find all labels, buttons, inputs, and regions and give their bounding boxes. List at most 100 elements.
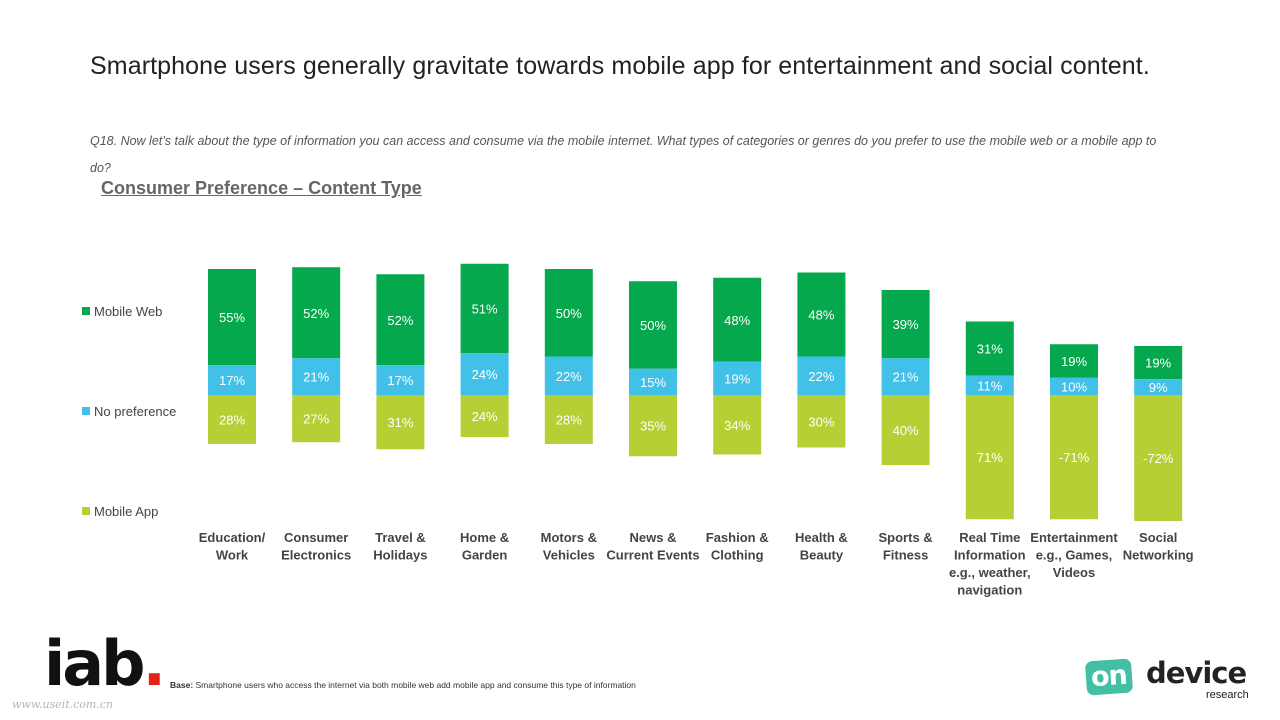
bar-mobile-web <box>460 263 509 353</box>
bar-mobile-app <box>460 395 509 437</box>
bar-mobile-app <box>1134 395 1183 521</box>
category-label: Health & <box>795 530 848 545</box>
category-label: Fitness <box>883 548 929 563</box>
bar-mobile-web-label: 51% <box>472 301 498 316</box>
category-label: Clothing <box>711 548 764 563</box>
bar-mobile-web-label: 55% <box>219 310 245 325</box>
bar-mobile-app <box>881 395 930 465</box>
ondevice-logo-badge: on <box>1084 658 1133 696</box>
category-label: News & <box>630 530 677 545</box>
bar-mobile-app <box>713 395 762 455</box>
chart-title: Consumer Preference – Content Type <box>101 178 422 198</box>
bar-no-preference <box>292 358 341 395</box>
bar-mobile-app <box>965 395 1014 520</box>
bar-mobile-app-label: 34% <box>724 418 750 433</box>
bar-no-preference <box>965 375 1014 395</box>
bar-no-preference-label: 17% <box>219 373 245 388</box>
bar-no-preference <box>208 365 256 395</box>
legend-label: Mobile App <box>94 504 158 519</box>
category-label: Electronics <box>281 548 351 563</box>
bar-mobile-web-label: 48% <box>724 313 750 328</box>
bar-no-preference <box>881 358 930 395</box>
bar-mobile-app <box>292 395 341 443</box>
bar-no-preference <box>629 368 677 395</box>
bar-mobile-web-label: 39% <box>893 317 919 332</box>
legend-label: Mobile Web <box>94 304 162 319</box>
legend-swatch <box>82 507 90 515</box>
base-note: Base: Smartphone users who access the in… <box>170 680 636 690</box>
watermark: www.useit.com.cn <box>12 698 114 711</box>
bar-mobile-web-label: 19% <box>1145 356 1171 371</box>
bar-mobile-web-label: 48% <box>808 308 834 323</box>
bar-mobile-web-label: 31% <box>977 342 1003 357</box>
category-label: Networking <box>1123 548 1194 563</box>
base-label: Base: <box>170 680 194 690</box>
bar-mobile-app-label: 27% <box>303 412 329 427</box>
category-label: Education/ <box>199 530 266 545</box>
iab-logo-text: iab <box>44 627 145 700</box>
base-text: Smartphone users who access the internet… <box>193 680 636 690</box>
bar-mobile-app-label: -71% <box>1059 450 1090 465</box>
category-label: e.g., weather, <box>949 565 1031 580</box>
bar-no-preference-label: 10% <box>1061 379 1087 394</box>
bar-mobile-app <box>208 395 256 444</box>
bar-no-preference <box>797 356 846 395</box>
legend-swatch <box>82 307 90 315</box>
ondevice-logo: on device research <box>1084 656 1256 706</box>
category-label: Fashion & <box>706 530 769 545</box>
category-label: Travel & <box>375 530 426 545</box>
iab-logo: iab. <box>44 627 166 700</box>
category-label: Garden <box>462 548 508 563</box>
bar-mobile-app-label: -72% <box>1143 451 1174 466</box>
category-label: Vehicles <box>543 548 595 563</box>
category-label: Work <box>216 548 249 563</box>
category-label: Beauty <box>800 548 844 563</box>
bar-no-preference-label: 17% <box>387 373 413 388</box>
bar-mobile-app <box>797 395 846 448</box>
bar-mobile-app-label: 24% <box>472 409 498 424</box>
bar-mobile-app-label: 35% <box>640 419 666 434</box>
bar-no-preference <box>460 353 509 395</box>
bar-no-preference-label: 24% <box>472 367 498 382</box>
bar-no-preference-label: 21% <box>893 370 919 385</box>
bar-mobile-app-label: 28% <box>556 413 582 428</box>
bar-mobile-web <box>292 267 341 359</box>
category-label: Holidays <box>373 548 427 563</box>
category-label: Real Time <box>959 530 1020 545</box>
bar-mobile-web <box>713 277 762 362</box>
category-label: Home & <box>460 530 509 545</box>
bar-mobile-app-label: 71% <box>977 450 1003 465</box>
bar-no-preference-label: 11% <box>977 378 1002 393</box>
category-label: Motors & <box>541 530 597 545</box>
category-label: Consumer <box>284 530 348 545</box>
bar-no-preference-label: 22% <box>808 369 834 384</box>
legend-swatch <box>82 407 90 415</box>
bar-mobile-app <box>376 395 425 450</box>
bar-mobile-app-label: 40% <box>893 423 919 438</box>
category-label: Videos <box>1053 565 1095 580</box>
survey-question: Q18. Now let’s talk about the type of in… <box>90 134 1157 175</box>
bar-no-preference <box>1134 379 1183 395</box>
bar-mobile-web <box>629 281 677 369</box>
bar-mobile-web-label: 50% <box>640 318 666 333</box>
category-label: Information <box>954 548 1026 563</box>
bar-mobile-web <box>208 269 256 366</box>
bar-no-preference-label: 19% <box>724 371 750 386</box>
bar-mobile-app <box>629 395 677 457</box>
legend-label: No preference <box>94 404 176 419</box>
bar-mobile-app <box>544 395 593 444</box>
iab-logo-dot: . <box>142 627 166 700</box>
bar-no-preference-label: 9% <box>1149 380 1168 395</box>
bar-mobile-app-label: 31% <box>387 415 413 430</box>
category-label: Sports & <box>879 530 933 545</box>
bar-mobile-web <box>881 290 930 359</box>
bar-mobile-web-label: 52% <box>387 313 413 328</box>
category-label: navigation <box>957 583 1022 598</box>
ondevice-logo-sub: research <box>1206 689 1249 701</box>
bar-mobile-web-label: 50% <box>556 306 582 321</box>
bar-mobile-app <box>1050 395 1098 520</box>
bar-no-preference <box>713 361 762 395</box>
bar-no-preference-label: 21% <box>303 370 329 385</box>
category-label: Current Events <box>606 548 699 563</box>
